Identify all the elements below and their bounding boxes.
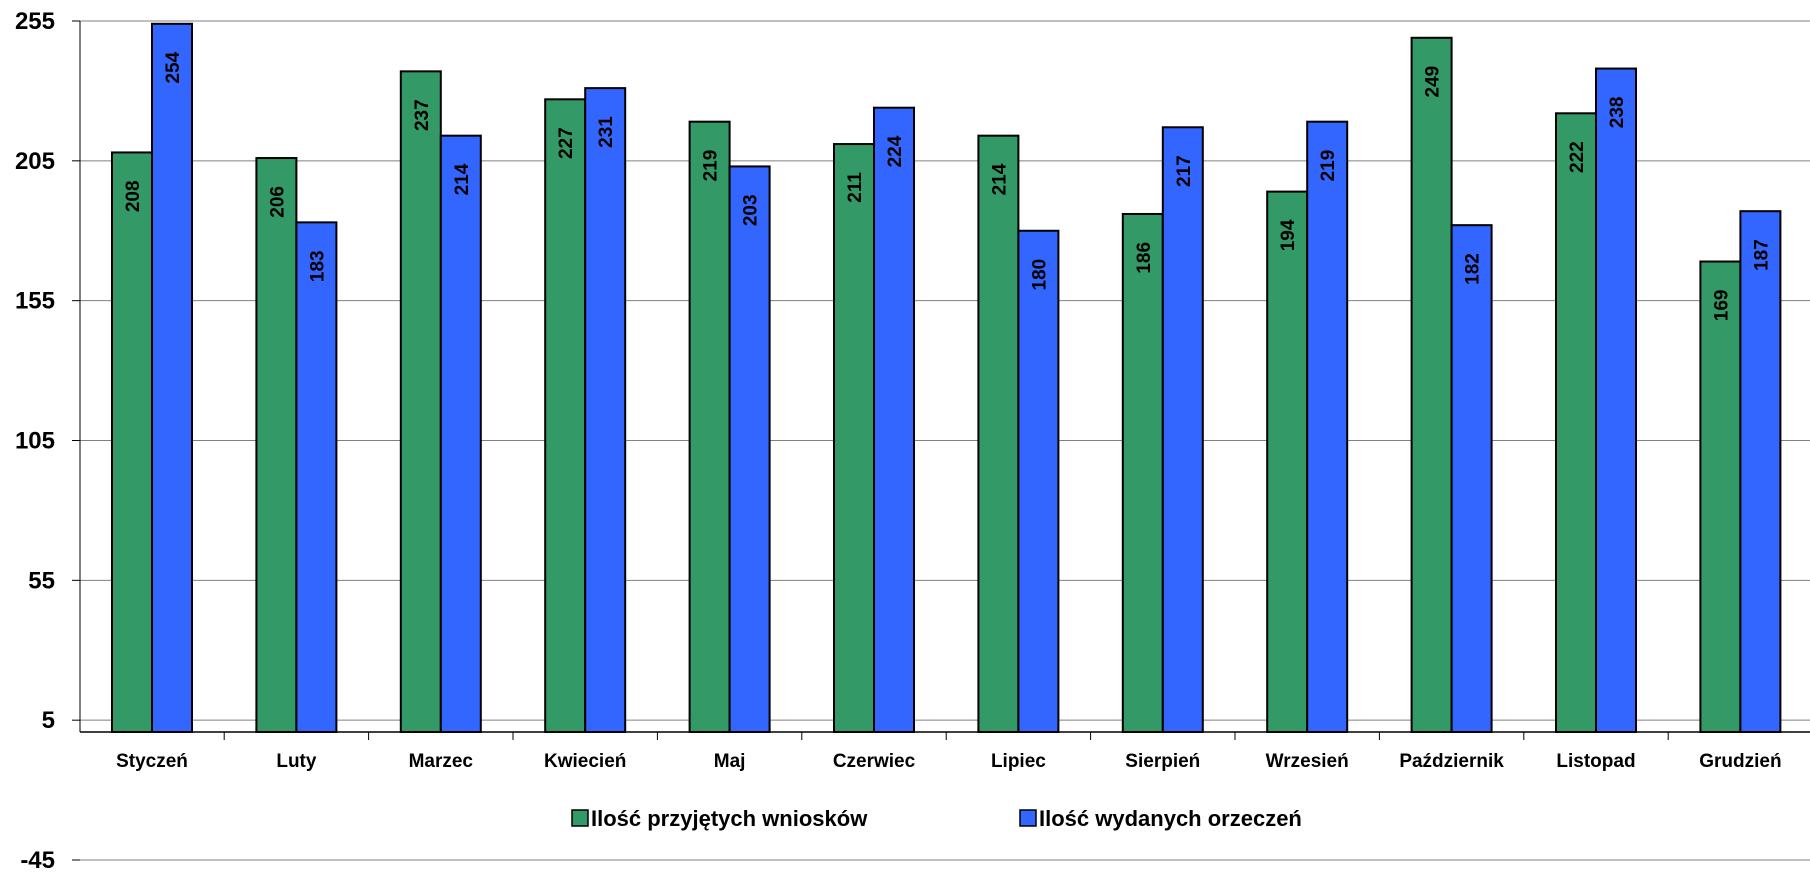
x-tick-label: Marzec	[409, 751, 474, 772]
x-tick-label: Październik	[1399, 751, 1504, 772]
data-label: 249	[1423, 66, 1444, 98]
x-tick-label: Grudzień	[1699, 751, 1781, 772]
data-label: 219	[701, 150, 722, 182]
bar-orzeczenia	[1739, 210, 1782, 733]
bar-orzeczenia	[439, 134, 482, 733]
data-label: 224	[885, 135, 906, 167]
bar-orzeczenia	[1450, 224, 1493, 733]
y-tick-label: 155	[15, 288, 55, 315]
y-tick-label: 205	[15, 148, 55, 175]
y-tick-label: 105	[15, 428, 55, 455]
data-label: 217	[1174, 155, 1195, 187]
bar-orzeczenia	[1306, 120, 1349, 734]
bar-wnioski	[1699, 260, 1742, 733]
x-tick-label: Lipiec	[991, 751, 1046, 772]
bars	[111, 22, 1782, 734]
bar-orzeczenia	[584, 87, 627, 734]
x-tick-label: Listopad	[1556, 751, 1635, 772]
y-tick-label: 55	[28, 567, 55, 594]
y-tick-label: 5	[42, 707, 55, 734]
bar-orzeczenia	[295, 221, 338, 734]
legend-swatch-orzeczenia	[1019, 809, 1037, 827]
data-label: 203	[741, 194, 762, 226]
data-label: 231	[596, 116, 617, 148]
data-label: 194	[1278, 219, 1299, 251]
bar-wnioski	[255, 157, 298, 733]
bar-wnioski	[544, 98, 587, 734]
x-tick-label: Czerwiec	[833, 751, 916, 772]
data-label: 169	[1711, 290, 1732, 322]
data-label: 183	[307, 250, 328, 282]
legend-label: Ilość wydanych orzeczeń	[1039, 806, 1302, 831]
bar-wnioski	[977, 134, 1020, 733]
bar-wnioski	[399, 70, 442, 733]
data-label: 186	[1134, 242, 1155, 274]
x-tick-label: Sierpień	[1125, 751, 1200, 772]
data-label: 222	[1567, 141, 1588, 173]
data-label: 206	[267, 186, 288, 218]
y-tick-label: -45	[20, 847, 55, 874]
bar-orzeczenia	[728, 165, 771, 733]
bar-wnioski	[688, 120, 731, 734]
x-tick-label: Luty	[276, 751, 317, 772]
bar-orzeczenia	[1017, 229, 1060, 733]
gridlines	[80, 20, 1810, 861]
data-label: 180	[1029, 259, 1050, 291]
bar-wnioski	[1266, 190, 1309, 733]
y-tick-label: 255	[15, 8, 55, 35]
bar-wnioski	[1555, 112, 1597, 734]
data-label: 208	[123, 180, 144, 212]
bar-orzeczenia	[1161, 126, 1204, 734]
legend-swatch-wnioski	[571, 809, 589, 827]
data-label: 254	[163, 51, 184, 83]
legend: Ilość przyjętych wniosków Ilość wydanych …	[571, 806, 1302, 831]
data-label: 214	[452, 163, 473, 195]
bar-orzeczenia	[873, 106, 915, 734]
bar-wnioski	[1410, 36, 1453, 733]
legend-label: Ilość przyjętych wniosków	[591, 806, 868, 831]
data-label: 214	[989, 163, 1010, 195]
bar-wnioski	[111, 151, 153, 733]
data-label: 238	[1607, 97, 1628, 129]
data-label: 211	[845, 172, 866, 203]
bar-wnioski	[1121, 212, 1164, 734]
x-tick-label: Styczeń	[116, 751, 188, 772]
x-tick-label: Maj	[714, 751, 746, 772]
data-label: 182	[1463, 253, 1484, 285]
x-axis-ticks: Styczeń Luty Marzec Kwiecień Maj Czerwiec Lipi…	[116, 732, 1782, 772]
bar-orzeczenia	[151, 22, 193, 733]
data-label: 219	[1318, 150, 1339, 182]
data-label: 187	[1751, 239, 1772, 271]
data-labels: 208 254 206 183 237 214 227 231 219 203 211 224 214 1…	[123, 51, 1772, 321]
x-tick-label: Wrzesień	[1266, 751, 1349, 772]
x-tick-label: Kwiecień	[544, 751, 626, 772]
data-label: 227	[556, 127, 577, 159]
bar-wnioski	[833, 143, 875, 733]
bar-orzeczenia	[1595, 67, 1637, 733]
data-label: 237	[412, 99, 433, 131]
